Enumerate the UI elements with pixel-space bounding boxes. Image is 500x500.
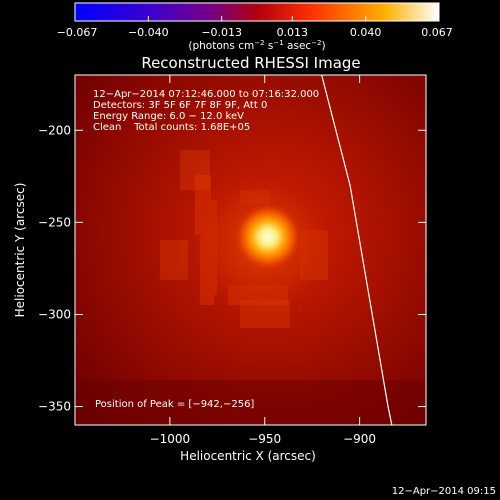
y-tick-label: −300 [38, 307, 71, 321]
annotation-energy: Energy Range: 6.0 − 12.0 keV [93, 111, 244, 122]
y-tick-label: −250 [38, 215, 71, 229]
chart-title: Reconstructed RHESSI Image [141, 54, 360, 72]
x-tick-label: −900 [343, 432, 376, 446]
colorbar-units: (photons cm−2 s−1 asec−2) [188, 39, 325, 52]
colorbar-tick-label: −0.067 [57, 26, 98, 39]
y-axis-label: Heliocentric Y (arcsec) [13, 183, 27, 318]
annotation-detectors: Detectors: 3F 5F 6F 7F 8F 9F, Att 0 [93, 100, 267, 111]
colorbar-tick-label: 0.040 [350, 26, 382, 39]
solar-limb-curve [321, 75, 393, 425]
colorbar-tick-label: −0.040 [128, 26, 169, 39]
x-tick-label: −1000 [150, 432, 191, 446]
colorbar-ticks: −0.067 −0.040 −0.013 0.013 0.040 0.067 [57, 16, 453, 39]
annotation-clean: Clean Total counts: 1.68E+05 [93, 122, 250, 133]
axis-ticks: −1000 −950 −900 −200 −250 −300 −350 [38, 75, 426, 446]
x-axis-label: Heliocentric X (arcsec) [180, 449, 316, 463]
annotation-time: 12−Apr−2014 07:12:46.000 to 07:16:32.000 [93, 89, 319, 100]
footer-timestamp: 12−Apr−2014 09:15 [392, 486, 496, 497]
colorbar-tick-label: 0.013 [277, 26, 309, 39]
colorbar [74, 2, 440, 22]
plot-frame [74, 74, 427, 426]
x-tick-label: −950 [248, 432, 281, 446]
y-tick-label: −350 [38, 400, 71, 414]
colorbar-tick-label: 0.067 [421, 26, 453, 39]
colorbar-tick-label: −0.013 [201, 26, 242, 39]
info-annotations: 12−Apr−2014 07:12:46.000 to 07:16:32.000… [93, 89, 319, 410]
heatmap-image [75, 75, 426, 425]
annotation-peak: Position of Peak = [−942,−256] [95, 399, 254, 410]
y-tick-label: −200 [38, 123, 71, 137]
